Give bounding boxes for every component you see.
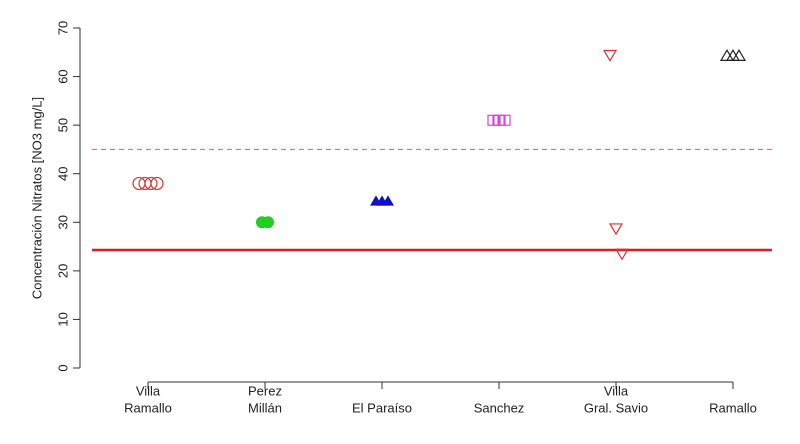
point <box>262 216 274 229</box>
x-tick-label: Villa <box>136 383 161 398</box>
point <box>608 223 624 236</box>
x-tick-label: Villa <box>604 383 629 398</box>
point <box>614 248 630 261</box>
y-axis-label: Concentración Nitratos [NO3 mg/L] <box>29 97 44 299</box>
y-tick-label: 40 <box>55 166 70 180</box>
x-tick-label: Ramallo <box>709 400 757 415</box>
point <box>493 114 505 126</box>
point <box>144 176 158 191</box>
point <box>725 48 741 61</box>
point <box>499 114 511 126</box>
point <box>719 48 735 61</box>
point <box>150 176 164 191</box>
point <box>382 195 394 206</box>
x-tick-label: Millán <box>248 400 282 415</box>
y-tick-label: 20 <box>55 264 70 278</box>
x-tick-label: El Paraíso <box>352 400 412 415</box>
x-tick-label: Gral. Savio <box>584 400 648 415</box>
y-tick-label: 30 <box>55 215 70 229</box>
y-tick-label: 0 <box>55 364 70 371</box>
y-tick-label: 60 <box>55 69 70 83</box>
point <box>487 114 499 126</box>
y-tick-label: 10 <box>55 312 70 326</box>
x-tick-label: Sanchez <box>474 400 525 415</box>
y-tick-label: 70 <box>55 21 70 35</box>
y-tick-label: 50 <box>55 118 70 132</box>
point <box>731 48 747 61</box>
point <box>602 49 618 62</box>
x-tick-label: Perez <box>248 383 282 398</box>
x-tick-label: Ramallo <box>124 400 172 415</box>
